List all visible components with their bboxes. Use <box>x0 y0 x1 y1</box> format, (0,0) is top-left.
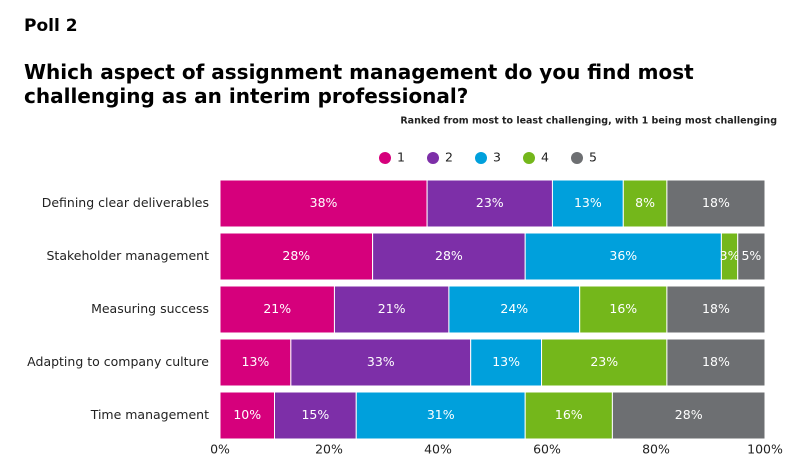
value-label: 8% <box>635 195 655 210</box>
legend-marker <box>523 152 535 164</box>
x-tick-label: 100% <box>747 442 783 457</box>
x-tick-label: 60% <box>533 442 561 457</box>
bar-segment <box>666 338 766 387</box>
bar-segment <box>541 338 668 387</box>
value-label: 28% <box>675 407 703 422</box>
bar-segment <box>524 232 722 281</box>
x-tick-label: 80% <box>642 442 670 457</box>
y-tick-label: Measuring success <box>91 301 209 316</box>
value-label: 13% <box>492 354 520 369</box>
bar-segment <box>666 285 766 334</box>
bar-segment <box>737 232 766 281</box>
value-label: 3% <box>720 248 740 263</box>
value-label: 21% <box>263 301 291 316</box>
value-label: 24% <box>500 301 528 316</box>
legend-label: 1 <box>397 150 405 165</box>
bar-segment <box>290 338 472 387</box>
legend-marker <box>379 152 391 164</box>
bar-segment <box>219 391 275 440</box>
value-label: 28% <box>282 248 310 263</box>
bar-segment <box>448 285 581 334</box>
value-label: 28% <box>435 248 463 263</box>
bar-segment <box>551 179 624 228</box>
value-label: 18% <box>702 195 730 210</box>
x-tick-label: 40% <box>424 442 452 457</box>
chart-subtitle: Ranked from most to least challenging, w… <box>400 116 777 127</box>
value-label: 5% <box>741 248 761 263</box>
legend-marker <box>571 152 583 164</box>
y-tick-label: Defining clear deliverables <box>42 195 209 210</box>
value-label: 36% <box>609 248 637 263</box>
bar-segment <box>611 391 766 440</box>
value-label: 23% <box>476 195 504 210</box>
legend-marker <box>427 152 439 164</box>
bar-segment <box>372 232 526 281</box>
bar-segment <box>666 179 766 228</box>
value-label: 13% <box>574 195 602 210</box>
legend-marker <box>475 152 487 164</box>
value-label: 38% <box>310 195 338 210</box>
value-label: 31% <box>427 407 455 422</box>
value-label: 16% <box>609 301 637 316</box>
legend-label: 3 <box>493 150 501 165</box>
value-label: 18% <box>702 301 730 316</box>
value-label: 10% <box>233 407 261 422</box>
y-tick-label: Adapting to company culture <box>27 354 209 369</box>
bar-segment <box>219 338 292 387</box>
chart-title: Which aspect of assignment management do… <box>24 60 694 108</box>
value-label: 18% <box>702 354 730 369</box>
bar-segment <box>622 179 668 228</box>
value-label: 13% <box>242 354 270 369</box>
value-label: 21% <box>378 301 406 316</box>
value-label: 33% <box>367 354 395 369</box>
bar-segment <box>579 285 668 334</box>
legend-label: 5 <box>589 150 597 165</box>
bar-segment <box>219 232 374 281</box>
bar-segment <box>333 285 450 334</box>
bar-segment <box>426 179 553 228</box>
value-label: 15% <box>301 407 329 422</box>
legend-label: 2 <box>445 150 453 165</box>
value-label: 16% <box>555 407 583 422</box>
value-label: 23% <box>590 354 618 369</box>
x-tick-label: 0% <box>210 442 230 457</box>
legend-label: 4 <box>541 150 549 165</box>
bar-segment <box>355 391 526 440</box>
y-tick-label: Stakeholder management <box>47 248 210 263</box>
bar-segment <box>274 391 357 440</box>
x-tick-label: 20% <box>315 442 343 457</box>
bar-segment <box>219 285 335 334</box>
y-tick-label: Time management <box>90 407 209 422</box>
poll-label: Poll 2 <box>24 16 78 36</box>
